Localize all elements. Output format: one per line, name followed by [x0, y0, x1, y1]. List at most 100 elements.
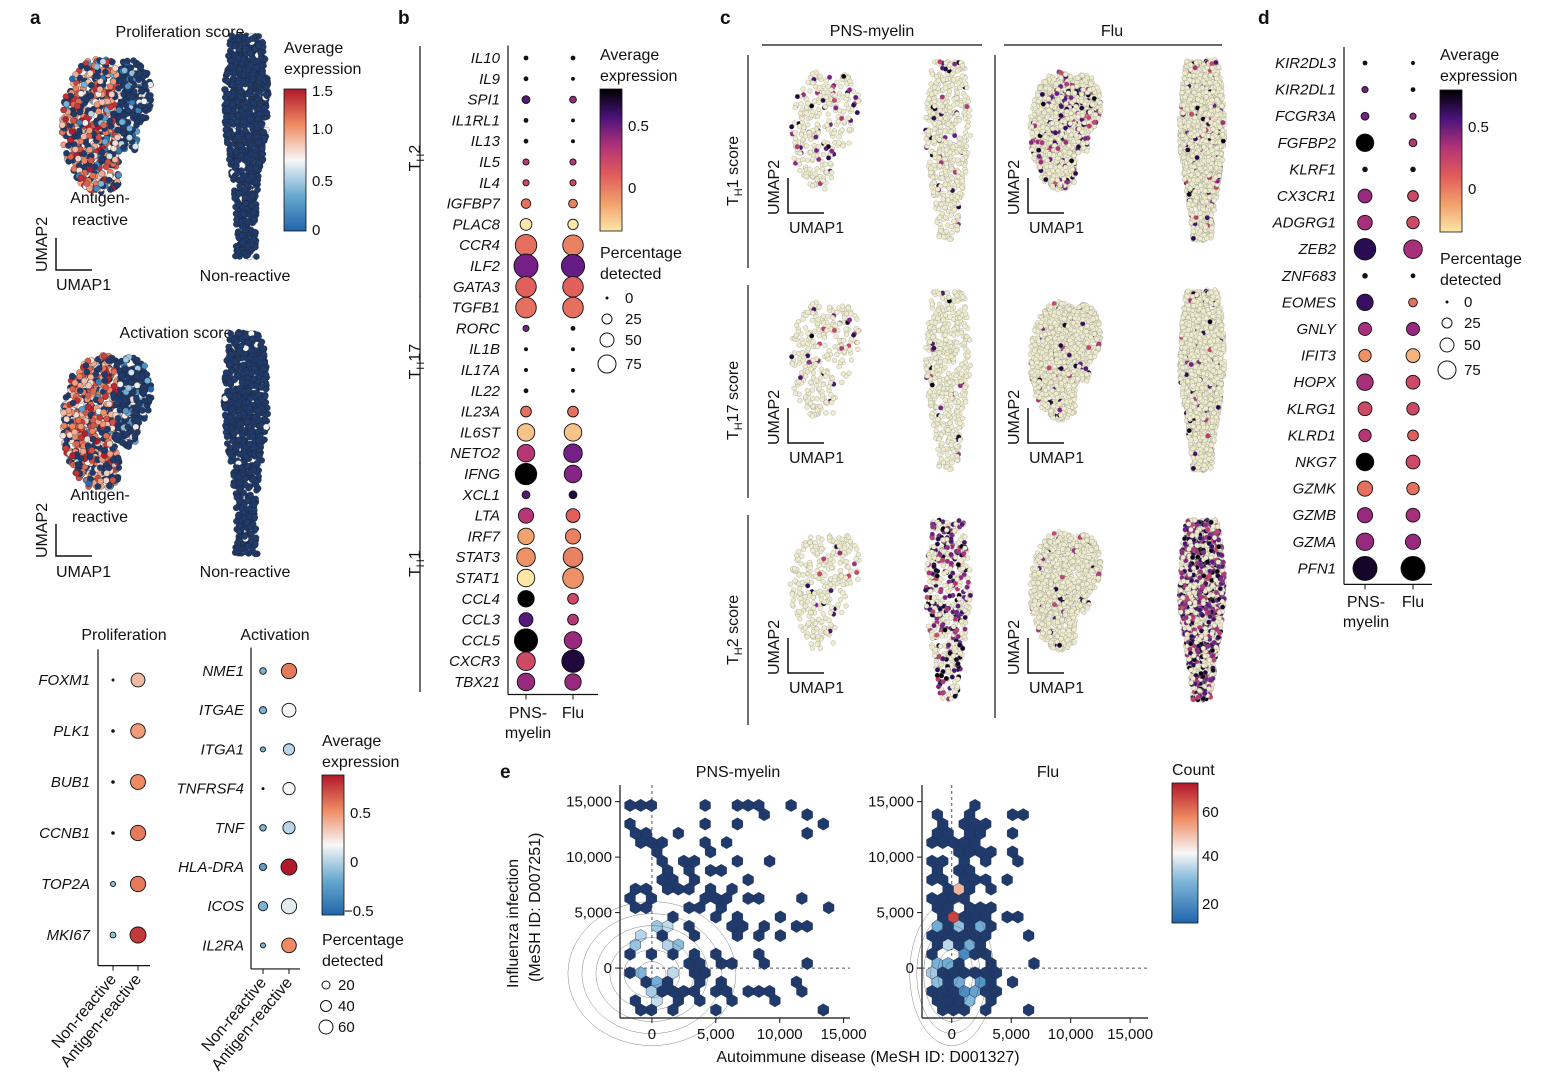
- cell: [77, 423, 85, 430]
- dot: [523, 55, 529, 61]
- dot: [562, 234, 584, 256]
- dot: [517, 507, 535, 524]
- cell: [146, 102, 154, 110]
- dot: [257, 901, 269, 912]
- avg-expr-a-2: expression: [284, 61, 361, 78]
- cell: [261, 55, 269, 63]
- cell: [820, 151, 826, 158]
- cell: [924, 100, 930, 106]
- cell: [243, 453, 250, 460]
- dot: [523, 138, 529, 144]
- cell: [262, 91, 270, 99]
- pct-legend-dot-40: [320, 1000, 332, 1012]
- cell: [933, 73, 940, 80]
- cell: [248, 173, 256, 180]
- cell: [964, 104, 970, 110]
- cell: [797, 150, 803, 157]
- cell: [247, 395, 254, 402]
- cell: [232, 252, 239, 260]
- dot: [513, 628, 539, 653]
- colorbar-b-tick-2: 0: [628, 180, 636, 197]
- dot: [567, 405, 579, 418]
- gene-label: IL5: [479, 154, 501, 171]
- cell: [942, 204, 948, 210]
- cell: [114, 134, 121, 141]
- cell: [236, 348, 243, 355]
- dot: [129, 926, 147, 944]
- cell: [95, 365, 103, 372]
- gene-label: TGFB1: [452, 300, 500, 317]
- cell: [124, 107, 132, 114]
- cell: [68, 372, 76, 380]
- cell: [109, 419, 116, 426]
- dot: [282, 821, 296, 835]
- panel-letter-b: b: [398, 8, 410, 29]
- gene-label: TNF: [215, 820, 245, 837]
- cell: [82, 362, 90, 369]
- cell: [109, 58, 116, 66]
- cell: [102, 384, 110, 391]
- cell: [72, 146, 79, 153]
- cell: [853, 94, 859, 101]
- cell: [951, 218, 957, 224]
- cell: [826, 101, 832, 107]
- dot: [517, 590, 535, 608]
- avg-expr-b-2: expression: [600, 68, 677, 85]
- cell: [925, 128, 931, 134]
- dotplot-b: IL10IL9SPI1IL1RL1IL13IL5IL4IGFBP7PLAC8CC…: [407, 45, 598, 700]
- dot: [111, 780, 115, 784]
- cell: [939, 94, 945, 100]
- cell: [242, 475, 249, 483]
- cell: [252, 534, 260, 542]
- cell: [101, 377, 109, 384]
- cell: [261, 135, 269, 142]
- gene-label: STAT1: [456, 570, 500, 587]
- cell: [86, 127, 93, 134]
- pct-b-dot-0: [605, 296, 609, 300]
- cell: [87, 110, 95, 118]
- cell: [794, 144, 800, 150]
- cell: [109, 476, 117, 484]
- cell: [116, 397, 123, 404]
- pct-b-dot-75: [597, 354, 617, 374]
- cell: [963, 143, 970, 149]
- dot: [516, 443, 536, 463]
- cell: [255, 42, 262, 49]
- cell: [800, 86, 806, 92]
- cell: [74, 102, 81, 110]
- cell: [69, 452, 76, 460]
- cell: [945, 121, 951, 127]
- cell: [114, 415, 122, 422]
- pct-a2-2: detected: [322, 953, 383, 970]
- colorbar-a-tick-2: 1.0: [312, 121, 333, 138]
- cell: [832, 93, 838, 99]
- pct-b-tick-50: 50: [625, 332, 642, 349]
- cell: [111, 156, 119, 163]
- cell: [140, 384, 148, 391]
- cell: [251, 414, 259, 421]
- dot: [109, 931, 117, 939]
- cell: [104, 158, 112, 166]
- cell: [234, 133, 242, 141]
- pct-b-2: detected: [600, 266, 661, 283]
- cell: [803, 110, 809, 116]
- cell: [237, 142, 245, 150]
- cell: [257, 49, 264, 57]
- cell: [831, 130, 837, 136]
- cell: [112, 64, 119, 72]
- dot: [513, 253, 539, 279]
- dot: [562, 546, 584, 568]
- dotplot-b-xlabel-1a: PNS-: [509, 705, 547, 722]
- avg-expr-a2-1: Average: [322, 733, 381, 750]
- pct-b-tick-25: 25: [625, 311, 642, 328]
- cell: [253, 459, 261, 467]
- cell: [74, 461, 82, 468]
- dot: [562, 276, 584, 298]
- cell: [105, 357, 112, 364]
- cell: [121, 397, 129, 405]
- cell: [829, 169, 835, 176]
- cell: [227, 351, 235, 358]
- cell: [233, 170, 241, 177]
- gene-label: IL1RL1: [452, 112, 500, 129]
- cell: [236, 479, 243, 487]
